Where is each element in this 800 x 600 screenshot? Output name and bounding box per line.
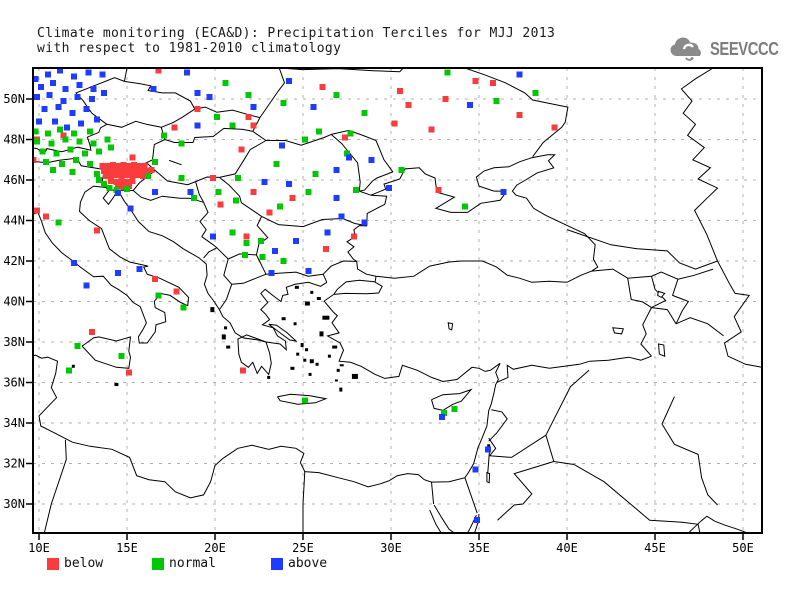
svg-text:50E: 50E xyxy=(732,541,754,555)
svg-text:30N: 30N xyxy=(3,497,25,511)
svg-text:40N: 40N xyxy=(3,295,25,309)
svg-text:40E: 40E xyxy=(556,541,578,555)
svg-text:48N: 48N xyxy=(3,133,25,147)
map-frame xyxy=(32,67,763,534)
data-points xyxy=(33,68,558,524)
map-outlines xyxy=(33,68,762,533)
svg-text:20E: 20E xyxy=(204,541,226,555)
seevccc-logo: SEEVCCC xyxy=(666,36,794,62)
svg-text:35E: 35E xyxy=(468,541,490,555)
svg-text:34N: 34N xyxy=(3,416,25,430)
cloud-icon xyxy=(670,37,701,61)
svg-text:15E: 15E xyxy=(116,541,138,555)
svg-text:10E: 10E xyxy=(28,541,50,555)
svg-text:45E: 45E xyxy=(644,541,666,555)
title-line-1: Climate monitoring (ECA&D): Precipitatio… xyxy=(37,26,556,41)
svg-text:44N: 44N xyxy=(3,214,25,228)
svg-text:30E: 30E xyxy=(380,541,402,555)
svg-text:42N: 42N xyxy=(3,254,25,268)
axis-ticks-and-labels: 30N 32N 34N 36N 38N 40N 42N 44N 46N 48N 50N 10E 15E 2… xyxy=(3,92,754,555)
svg-text:38N: 38N xyxy=(3,335,25,349)
svg-text:50N: 50N xyxy=(3,92,25,106)
svg-text:25E: 25E xyxy=(292,541,314,555)
svg-text:36N: 36N xyxy=(3,376,25,390)
page-title: Climate monitoring (ECA&D): Precipitatio… xyxy=(37,26,555,56)
grid-lines xyxy=(33,68,762,533)
title-line-2: with respect to 1981-2010 climatology xyxy=(37,41,342,56)
svg-text:46N: 46N xyxy=(3,173,25,187)
logo-text: SEEVCCC xyxy=(710,38,779,59)
svg-text:32N: 32N xyxy=(3,457,25,471)
